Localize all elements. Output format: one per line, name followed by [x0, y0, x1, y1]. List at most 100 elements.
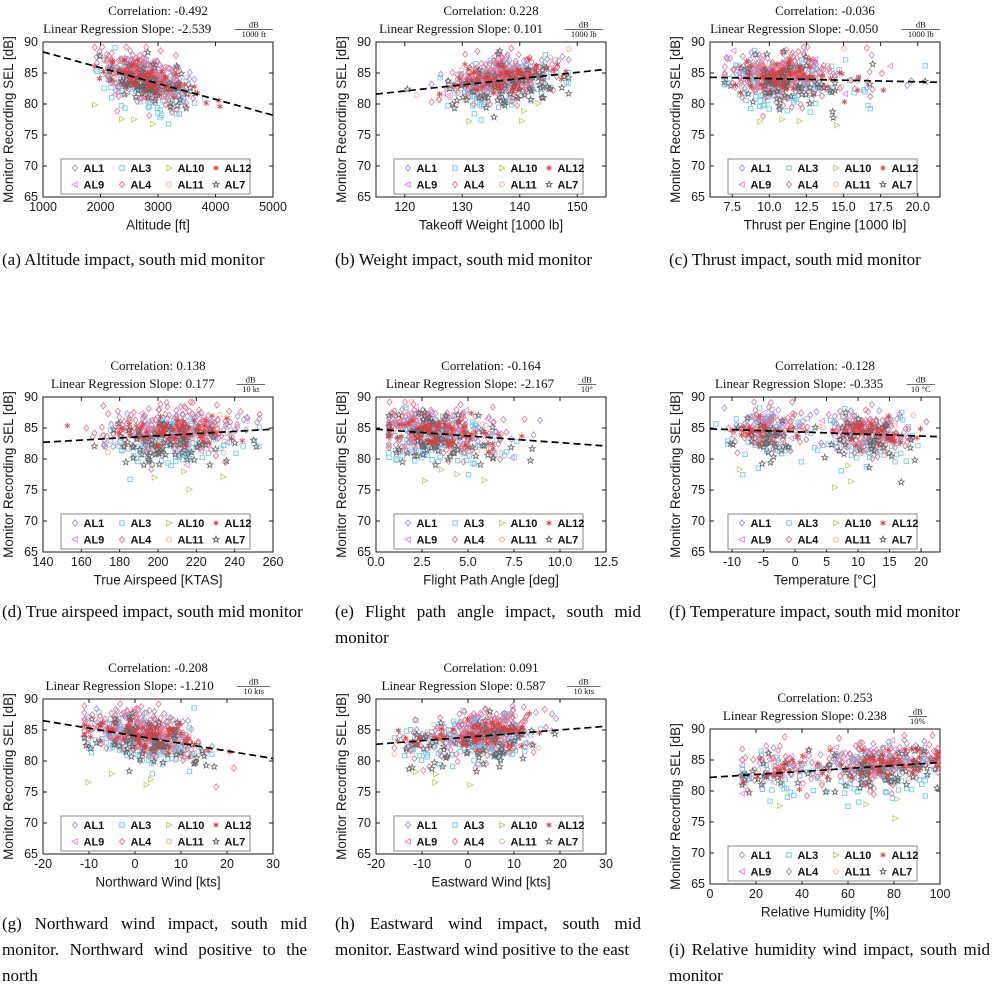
y-axis-label: Monitor Recording SEL [dB] [1, 693, 16, 860]
legend-marker-AL7 [544, 535, 554, 544]
y-axis-tick-labels: 65 70 75 80 85 90 [24, 692, 38, 861]
svg-text:-10: -10 [413, 857, 431, 871]
y-axis-ticks [710, 396, 940, 553]
x-axis-label: Altitude [ft] [126, 218, 190, 233]
legend-label-AL3: AL3 [131, 820, 152, 832]
legend-marker-AL4 [785, 867, 793, 876]
legend: AL1 AL3 AL10 AL12 AL9 AL4 AL11 AL7 [60, 815, 251, 852]
figure-caption-h: (h) Eastward wind impact, south mid moni… [335, 914, 641, 959]
legend-label-AL7: AL7 [558, 179, 579, 191]
legend-marker-AL12 [880, 852, 886, 858]
svg-text:90: 90 [691, 35, 705, 49]
panel-b: Correlation: 0.228 Linear Regression Slop… [333, 0, 667, 243]
y-axis-tick-labels: 65 70 75 80 85 90 [357, 390, 371, 559]
legend-label-AL12: AL12 [892, 850, 919, 862]
legend-marker-AL4 [451, 180, 459, 189]
svg-text:20: 20 [749, 887, 763, 901]
chart-title-correlation: Correlation: -0.164 [441, 358, 541, 373]
svg-text:-20: -20 [367, 857, 385, 871]
legend-label-AL11: AL11 [845, 179, 871, 191]
y-axis-label: Monitor Recording SEL [dB] [334, 693, 349, 860]
chart-title-slope: Linear Regression Slope: -2.167 [386, 376, 555, 391]
legend-label-AL12: AL12 [892, 518, 919, 530]
legend-marker-AL9 [738, 536, 745, 543]
slope-unit-numerator: dB [916, 375, 926, 385]
y-axis-tick-labels: 65 70 75 80 85 90 [691, 722, 705, 891]
y-axis-label: Monitor Recording SEL [dB] [668, 391, 683, 558]
x-axis-label: Flight Path Angle [deg] [423, 573, 559, 588]
legend-marker-AL10 [499, 821, 506, 829]
svg-text:30: 30 [266, 857, 280, 871]
svg-text:70: 70 [691, 846, 705, 860]
y-axis-ticks [376, 396, 606, 553]
slope-unit-numerator: dB [249, 20, 259, 30]
x-axis-tick-labels: 140 160 180 200 220 240 260 [33, 555, 284, 569]
legend-label-AL4: AL4 [798, 534, 820, 546]
legend-marker-AL3 [119, 520, 125, 526]
svg-text:3000: 3000 [144, 200, 172, 214]
scatter-plot-relative-humidity: Correlation: 0.253 Linear Regression Slop… [668, 690, 950, 920]
slope-unit-numerator: dB [249, 677, 259, 687]
svg-text:10.0: 10.0 [548, 555, 572, 569]
scatter-series-AL10 [736, 462, 855, 491]
legend-label-AL1: AL1 [751, 163, 772, 175]
slope-unit-denominator: 10% [910, 716, 926, 726]
svg-text:140: 140 [509, 200, 530, 214]
legend-label-AL9: AL9 [417, 836, 438, 848]
svg-text:0: 0 [707, 887, 714, 901]
legend-marker-AL12 [880, 520, 886, 526]
scatter-series-AL12 [64, 413, 245, 449]
legend-label-AL4: AL4 [464, 836, 486, 848]
x-axis-label: Takeoff Weight [1000 lb] [419, 218, 563, 233]
chart-title-slope: Linear Regression Slope: 0.587 [382, 678, 546, 693]
legend-marker-AL10 [166, 821, 173, 829]
svg-text:12.5: 12.5 [794, 200, 818, 214]
svg-text:65: 65 [691, 545, 705, 559]
legend-label-AL12: AL12 [225, 163, 252, 175]
svg-text:10: 10 [174, 857, 188, 871]
svg-text:90: 90 [691, 722, 705, 736]
legend-label-AL11: AL11 [511, 179, 537, 191]
slope-unit-denominator: 10 kt [242, 384, 260, 394]
legend-marker-AL7 [544, 180, 554, 189]
slope-unit-denominator: 1000 lb [908, 29, 934, 39]
legend-marker-AL3 [452, 165, 458, 171]
chart-title-correlation: Correlation: 0.228 [443, 3, 538, 18]
legend-label-AL10: AL10 [511, 518, 538, 530]
y-axis-tick-labels: 65 70 75 80 85 90 [357, 35, 371, 204]
legend-marker-AL12 [213, 520, 219, 526]
y-axis-tick-labels: 65 70 75 80 85 90 [24, 35, 38, 204]
svg-text:85: 85 [24, 66, 38, 80]
figure-caption-b: (b) Weight impact, south mid monitor [335, 250, 593, 269]
legend-label-AL7: AL7 [892, 866, 913, 878]
scatter-series-AL10 [466, 100, 543, 125]
legend-label-AL9: AL9 [751, 866, 772, 878]
legend-marker-AL11 [833, 536, 839, 543]
legend-marker-AL3 [119, 165, 125, 171]
legend-label-AL1: AL1 [84, 518, 105, 530]
svg-text:75: 75 [357, 128, 371, 142]
svg-text:75: 75 [24, 785, 38, 799]
legend-marker-AL11 [166, 181, 172, 188]
legend-label-AL7: AL7 [892, 534, 913, 546]
svg-text:65: 65 [24, 190, 38, 204]
legend-marker-AL4 [118, 180, 126, 189]
figure-caption-g: (g) Northward wind impact, south mid mon… [2, 914, 307, 985]
legend-label-AL4: AL4 [131, 179, 153, 191]
svg-text:90: 90 [24, 35, 38, 49]
y-axis-label: Monitor Recording SEL [dB] [1, 391, 16, 558]
scatter-plot-true-airspeed: Correlation: 0.138 Linear Regression Slop… [1, 358, 284, 588]
svg-text:65: 65 [357, 190, 371, 204]
svg-text:80: 80 [357, 97, 371, 111]
svg-text:240: 240 [224, 555, 245, 569]
legend-label-AL9: AL9 [417, 534, 438, 546]
y-axis-label: Monitor Recording SEL [dB] [334, 391, 349, 558]
axes-box [375, 41, 607, 198]
svg-text:140: 140 [33, 555, 54, 569]
chart-title-slope: Linear Regression Slope: -0.335 [715, 376, 883, 391]
svg-text:40: 40 [795, 887, 809, 901]
svg-text:5000: 5000 [259, 200, 287, 214]
legend-label-AL4: AL4 [798, 179, 820, 191]
legend-label-AL1: AL1 [417, 518, 438, 530]
trend-line [375, 68, 607, 95]
